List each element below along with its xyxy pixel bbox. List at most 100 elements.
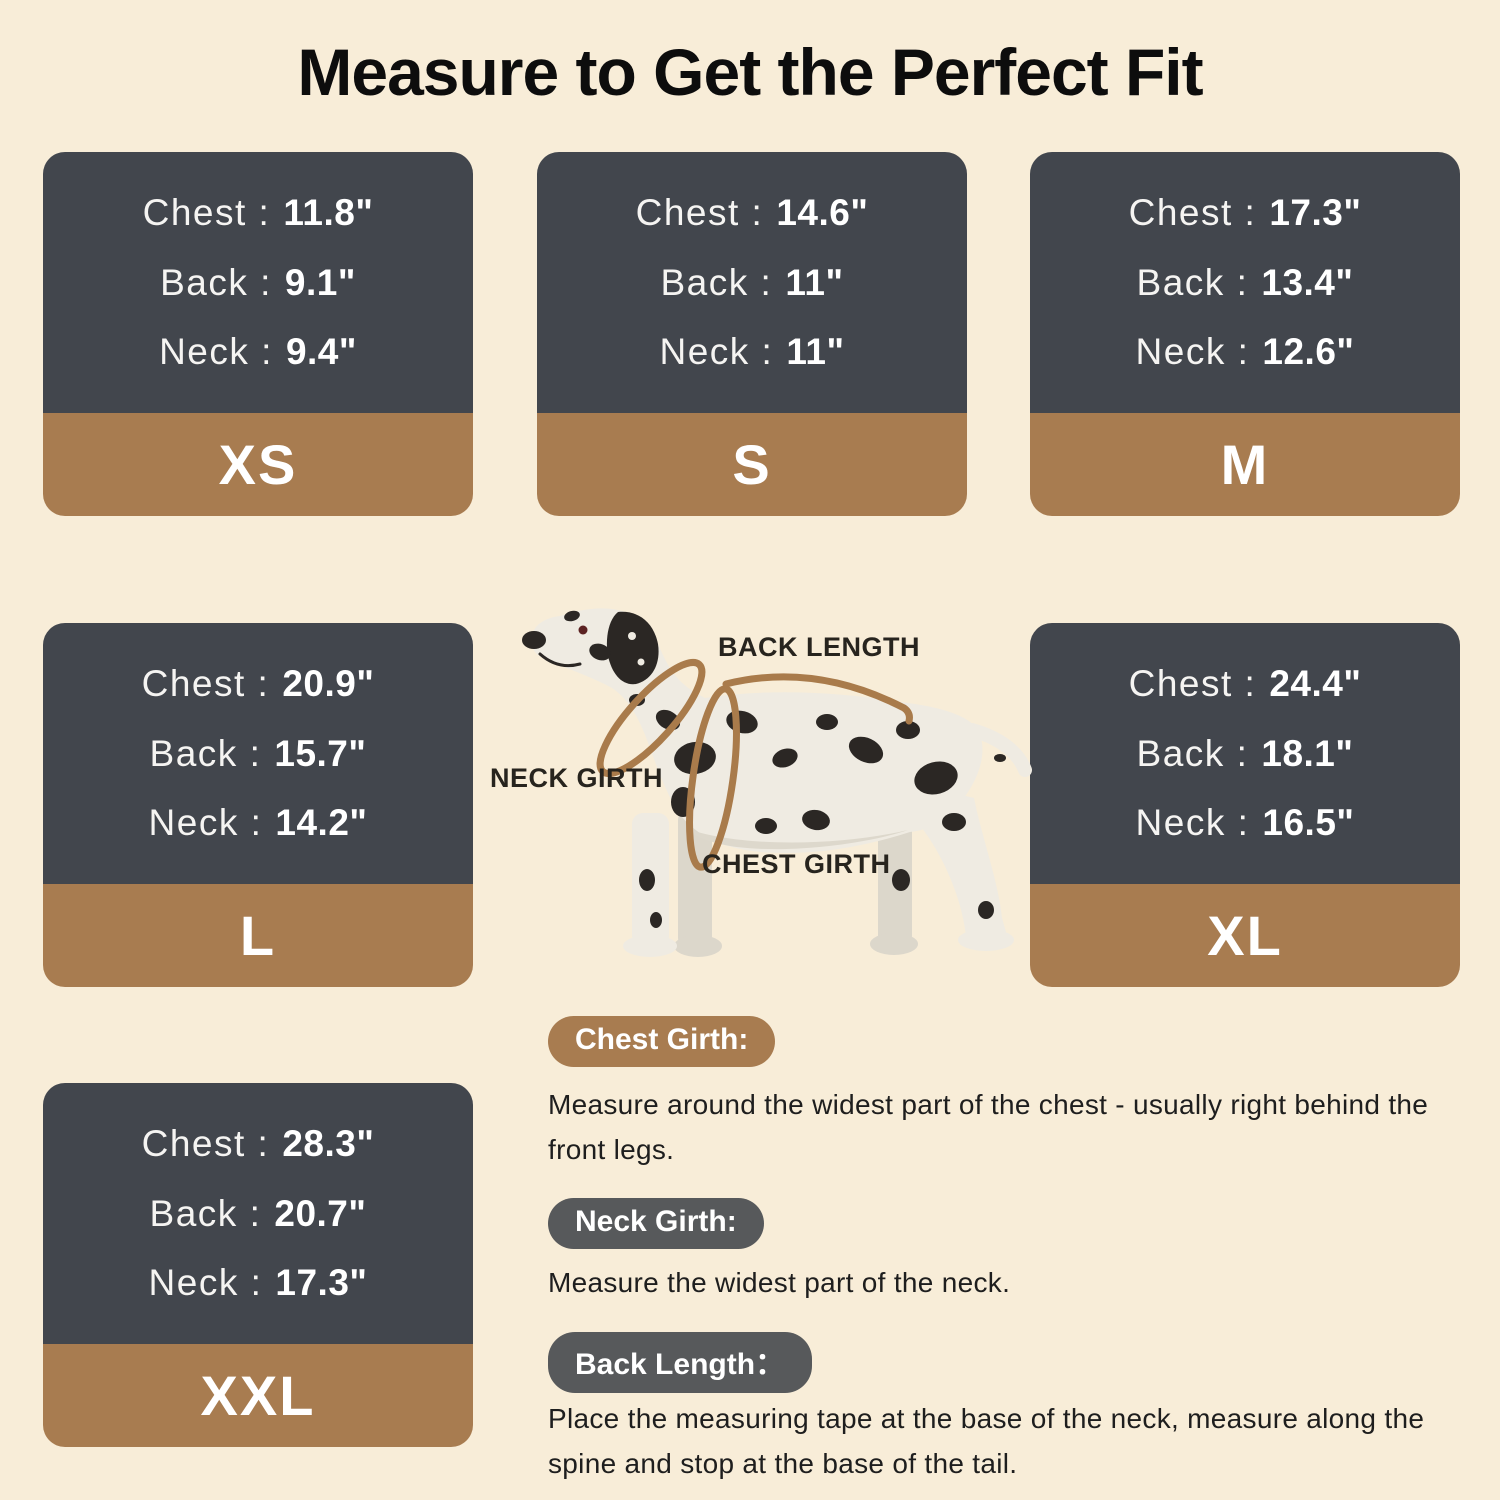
dalmatian-svg [522, 608, 1032, 957]
neck-measure-row: Neck : 11" [537, 331, 967, 373]
dog-tail [965, 723, 1032, 777]
back-label: Back : [149, 1192, 262, 1234]
size-name: XXL [200, 1364, 316, 1427]
chest-measure-row: Chest : 24.4" [1030, 663, 1460, 705]
neck-girth-badge: Neck Girth: [548, 1198, 764, 1249]
chest-label: Chest : [1128, 662, 1257, 704]
neck-label: Neck : [148, 1262, 263, 1304]
neck-value: 11" [786, 331, 845, 373]
chest-value: 14.6" [776, 191, 869, 233]
neck-label: Neck : [1135, 802, 1250, 844]
chest-girth-tape-loop [686, 685, 740, 871]
dog-spots [564, 610, 1006, 928]
neck-measure-row: Neck : 14.2" [43, 802, 473, 844]
size-card-xl: Chest : 24.4" Back : 18.1" Neck : 16.5" … [1030, 623, 1460, 987]
card-measurements: Chest : 28.3" Back : 20.7" Neck : 17.3" [43, 1083, 473, 1344]
neck-value: 12.6" [1262, 331, 1355, 373]
back-measure-row: Back : 13.4" [1030, 262, 1460, 304]
size-card-m: Chest : 17.3" Back : 13.4" Neck : 12.6" … [1030, 152, 1460, 516]
chest-value: 28.3" [282, 1122, 375, 1164]
chest-measure-row: Chest : 14.6" [537, 192, 967, 234]
ear-dot [637, 658, 645, 666]
neck-value: 17.3" [275, 1262, 368, 1304]
chest-measure-row: Chest : 11.8" [43, 192, 473, 234]
back-measure-row: Back : 15.7" [43, 733, 473, 775]
card-measurements: Chest : 20.9" Back : 15.7" Neck : 14.2" [43, 623, 473, 884]
size-name: S [732, 433, 772, 496]
back-label: Back : [1136, 261, 1249, 303]
size-band: XXL [43, 1344, 473, 1447]
back-label: Back : [1136, 732, 1249, 774]
back-value: 15.7" [274, 732, 367, 774]
back-value: 9.1" [284, 261, 356, 303]
back-measure-row: Back : 18.1" [1030, 733, 1460, 775]
neck-girth-description: Measure the widest part of the neck. [548, 1267, 1011, 1298]
neck-label: Neck : [148, 802, 263, 844]
back-measure-row: Back : 20.7" [43, 1193, 473, 1235]
neck-girth-tape-loop [596, 659, 706, 777]
chest-value: 11.8" [283, 191, 374, 233]
size-band: XL [1030, 884, 1460, 987]
back-length-description: Place the measuring tape at the base of … [548, 1403, 1425, 1479]
chest-girth-badge: Chest Girth: [548, 1016, 776, 1067]
dog-nose [522, 631, 546, 649]
size-band: L [43, 884, 473, 987]
chest-value: 24.4" [1269, 662, 1362, 704]
page-title: Measure to Get the Perfect Fit [297, 35, 1203, 109]
back-label: Back : [660, 261, 773, 303]
back-value: 13.4" [1261, 261, 1354, 303]
back-measure-row: Back : 9.1" [43, 262, 473, 304]
neck-value: 9.4" [285, 331, 357, 373]
size-card-xs: Chest : 11.8" Back : 9.1" Neck : 9.4" XS [43, 152, 473, 516]
card-measurements: Chest : 24.4" Back : 18.1" Neck : 16.5" [1030, 623, 1460, 884]
neck-value: 14.2" [275, 802, 368, 844]
neck-measure-row: Neck : 16.5" [1030, 802, 1460, 844]
back-value: 18.1" [1261, 732, 1354, 774]
size-card-xxl: Chest : 28.3" Back : 20.7" Neck : 17.3" … [43, 1083, 473, 1447]
chest-measure-row: Chest : 20.9" [43, 663, 473, 705]
size-name: XL [1207, 904, 1283, 967]
neck-measure-row: Neck : 17.3" [43, 1262, 473, 1304]
size-name: XS [218, 433, 298, 496]
back-label: Back : [160, 261, 272, 303]
back-label: Back : [149, 732, 262, 774]
chest-label: Chest : [142, 191, 271, 233]
neck-value: 16.5" [1262, 802, 1355, 844]
size-card-s: Chest : 14.6" Back : 11" Neck : 11" S [537, 152, 967, 516]
chest-value: 20.9" [282, 662, 375, 704]
neck-measure-row: Neck : 12.6" [1030, 331, 1460, 373]
neck-label: Neck : [159, 331, 273, 373]
back-value: 20.7" [274, 1192, 367, 1234]
dog-mouth [538, 652, 582, 668]
ear-dot [628, 632, 636, 640]
card-measurements: Chest : 17.3" Back : 13.4" Neck : 12.6" [1030, 152, 1460, 413]
size-band: XS [43, 413, 473, 516]
size-band: M [1030, 413, 1460, 516]
neck-label: Neck : [1135, 331, 1250, 373]
chest-label: Chest : [141, 662, 270, 704]
chest-label: Chest : [1128, 191, 1257, 233]
back-value: 11" [785, 261, 844, 303]
chest-measure-row: Chest : 28.3" [43, 1123, 473, 1165]
back-length-tape-arc [722, 673, 913, 725]
back-measure-row: Back : 11" [537, 262, 967, 304]
dog-belly-shadow [685, 828, 908, 850]
chest-label: Chest : [141, 1122, 270, 1164]
chest-measure-row: Chest : 17.3" [1030, 192, 1460, 234]
card-measurements: Chest : 11.8" Back : 9.1" Neck : 9.4" [43, 152, 473, 413]
neck-girth-label: NECK GIRTH [490, 763, 663, 793]
dog-ear [606, 611, 659, 685]
chest-girth-description: Measure around the widest part of the ch… [548, 1089, 1429, 1165]
size-card-l: Chest : 20.9" Back : 15.7" Neck : 14.2" … [43, 623, 473, 987]
back-length-badge: Back Length： [548, 1332, 813, 1393]
chest-label: Chest : [635, 191, 764, 233]
neck-measure-row: Neck : 9.4" [43, 331, 473, 373]
chest-girth-label: CHEST GIRTH [702, 849, 891, 879]
chest-value: 17.3" [1269, 191, 1362, 233]
neck-label: Neck : [659, 331, 774, 373]
size-band: S [537, 413, 967, 516]
dog-eye [578, 625, 588, 635]
card-measurements: Chest : 14.6" Back : 11" Neck : 11" [537, 152, 967, 413]
size-name: L [239, 904, 277, 967]
